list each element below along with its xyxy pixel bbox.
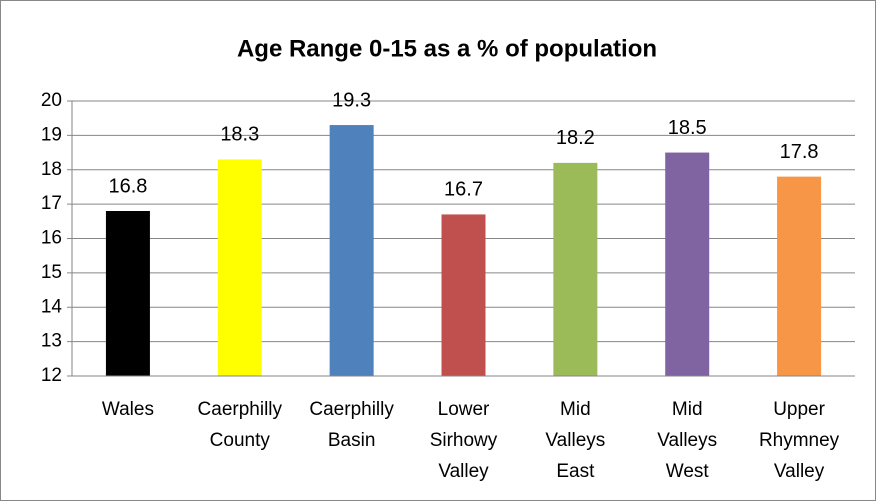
bar xyxy=(441,214,486,376)
bar xyxy=(105,211,150,376)
value-label: 19.3 xyxy=(332,89,371,111)
x-tick-label: Valley xyxy=(774,461,825,482)
x-tick-label: County xyxy=(210,430,271,451)
y-tick-label: 16 xyxy=(41,228,62,249)
value-label: 16.8 xyxy=(108,175,147,197)
x-tick-label: Caerphilly xyxy=(309,399,394,420)
x-tick-label: Caerphilly xyxy=(198,399,283,420)
x-tick-label: Upper xyxy=(773,399,825,420)
y-tick-label: 12 xyxy=(41,365,62,386)
value-label: 18.3 xyxy=(220,124,259,146)
x-tick-label: West xyxy=(666,461,710,482)
value-label: 16.7 xyxy=(444,179,483,201)
x-tick-label: Sirhowy xyxy=(430,430,498,451)
chart-title: Age Range 0-15 as a % of population xyxy=(237,35,657,62)
y-tick-label: 15 xyxy=(41,262,62,283)
value-label: 18.5 xyxy=(668,117,707,139)
x-tick-label: Mid xyxy=(672,399,703,420)
y-tick-label: 17 xyxy=(41,193,62,214)
y-tick-label: 19 xyxy=(41,124,62,145)
y-tick-label: 18 xyxy=(41,159,62,180)
bar xyxy=(777,176,822,376)
x-tick-label: East xyxy=(556,461,595,482)
x-tick-label: Wales xyxy=(102,399,154,420)
value-label: 18.2 xyxy=(556,127,595,149)
x-tick-label: Basin xyxy=(328,430,376,451)
x-tick-label: Valleys xyxy=(545,430,605,451)
value-label: 17.8 xyxy=(780,141,819,163)
y-tick-label: 14 xyxy=(41,296,63,317)
y-tick-label: 13 xyxy=(41,331,62,352)
x-tick-label: Valley xyxy=(438,461,489,482)
x-tick-label: Lower xyxy=(438,399,490,420)
bar xyxy=(217,159,262,376)
bar xyxy=(329,125,374,376)
bar xyxy=(553,162,598,376)
x-tick-label: Rhymney xyxy=(759,430,840,451)
y-tick-label: 20 xyxy=(41,90,62,111)
bar xyxy=(665,152,710,376)
x-tick-label: Valleys xyxy=(657,430,717,451)
x-tick-label: Mid xyxy=(560,399,591,420)
